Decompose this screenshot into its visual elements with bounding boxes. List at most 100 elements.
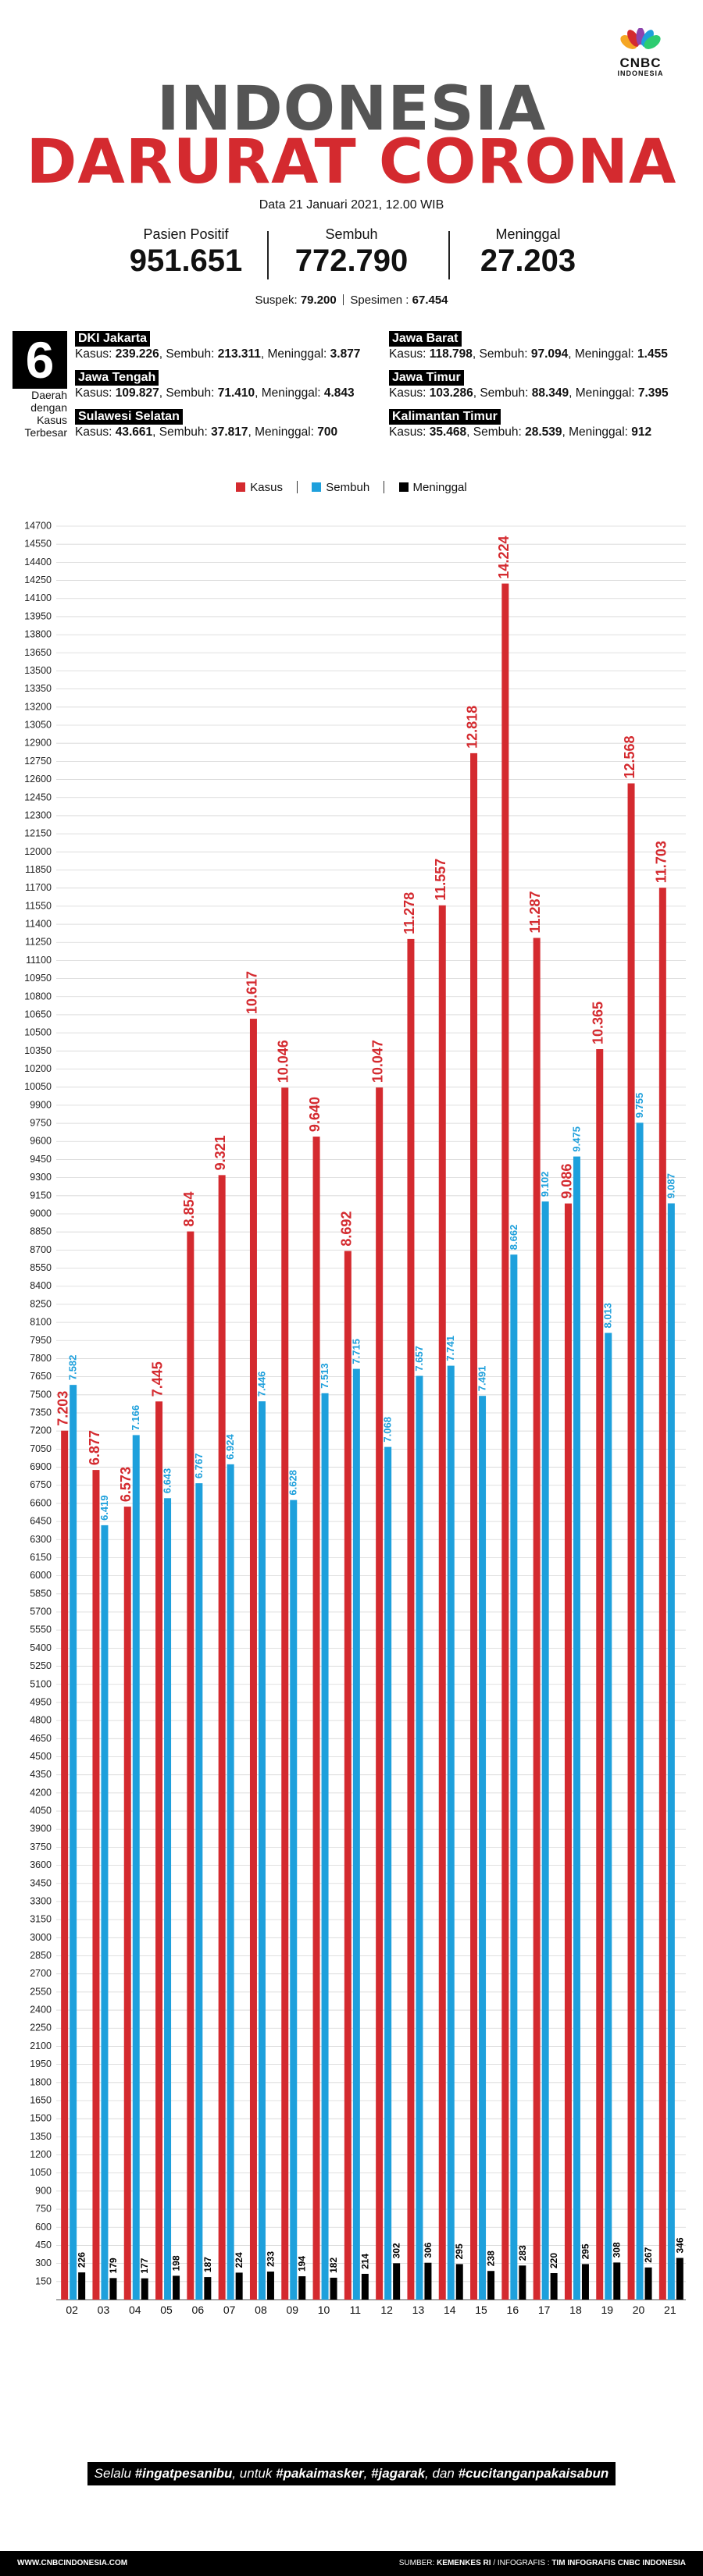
stat-value: 27.203: [480, 244, 576, 278]
bar-sembuh: [101, 1525, 109, 2300]
legend-label: Kasus: [250, 481, 283, 494]
y-tick-label: 5400: [30, 1642, 52, 1653]
bar-sembuh: [667, 1203, 675, 2300]
region-stats: Kasus: 103.286, Sembuh: 88.349, Meningga…: [389, 386, 669, 400]
y-tick-label: 8400: [30, 1280, 52, 1291]
region-name: Kalimantan Timur: [389, 409, 501, 425]
y-tick-label: 3000: [30, 1932, 52, 1943]
bar-meninggal: [519, 2265, 526, 2300]
data-label: 7.446: [255, 1372, 267, 1397]
y-tick-label: 3600: [30, 1859, 52, 1870]
x-tick-label: 17: [538, 2304, 551, 2316]
x-tick-label: 07: [223, 2304, 236, 2316]
divider: [297, 481, 298, 493]
bar-sembuh: [132, 1435, 140, 2300]
title-line-2: DARURAT CORONA: [26, 127, 677, 197]
y-tick-label: 2550: [30, 1986, 52, 1997]
y-tick-label: 11550: [25, 900, 52, 911]
legend-item-meninggal: Meninggal: [398, 481, 467, 494]
stat-label: Sembuh: [325, 226, 378, 242]
bar-sembuh: [541, 1201, 549, 2300]
bar-kasus: [218, 1175, 226, 2300]
data-label: 346: [674, 2237, 685, 2253]
stat-label: Pasien Positif: [143, 226, 229, 242]
y-tick-label: 3300: [30, 1895, 52, 1906]
data-label: 11.278: [401, 892, 417, 934]
legend-label: Meninggal: [412, 481, 467, 494]
slogan-text: ,: [363, 2466, 372, 2481]
daily-cases-chart: 150 300 450 600 750 900 1050 1200 1350 1500 1650 18…: [24, 521, 686, 2316]
y-tick-label: 11250: [25, 937, 52, 948]
data-label: 9.475: [570, 1126, 582, 1152]
x-tick-label: 04: [129, 2304, 141, 2316]
x-tick-label: 06: [192, 2304, 205, 2316]
bar-meninggal: [266, 2271, 274, 2300]
y-tick-label: 1350: [30, 2131, 52, 2142]
y-tick-label: 7800: [30, 1353, 52, 1364]
y-tick-label: 7950: [30, 1335, 52, 1346]
website-link[interactable]: WWW.CNBCINDONESIA.COM: [17, 2559, 128, 2567]
data-label: 283: [517, 2245, 528, 2261]
bar-kasus: [438, 905, 446, 2300]
y-tick-label: 450: [35, 2240, 52, 2250]
bar-kasus: [376, 1087, 384, 2300]
data-label: 8.692: [338, 1212, 354, 1247]
data-label: 9.102: [539, 1172, 551, 1197]
bar-kasus: [187, 1231, 194, 2300]
data-label: 306: [423, 2242, 434, 2258]
data-label: 233: [265, 2251, 276, 2267]
x-tick-label: 02: [66, 2304, 78, 2316]
bar-kasus: [407, 938, 415, 2300]
data-label: 9.086: [558, 1164, 574, 1199]
y-tick-label: 10950: [24, 973, 52, 984]
stat-meninggal: Meninggal 27.203: [434, 226, 622, 279]
source-credit: SUMBER: KEMENKES RI / INFOGRAFIS : TIM I…: [399, 2559, 686, 2567]
data-label: 9.640: [307, 1097, 323, 1132]
region-item: Jawa Timur Kasus: 103.286, Sembuh: 88.349…: [389, 370, 703, 401]
x-tick-label: 13: [412, 2304, 425, 2316]
y-tick-label: 8550: [30, 1262, 52, 1273]
data-label: 194: [297, 2256, 308, 2272]
y-tick-label: 14100: [24, 592, 52, 603]
data-label: 6.877: [87, 1430, 102, 1465]
y-tick-label: 1950: [30, 2058, 52, 2069]
bar-meninggal: [330, 2277, 337, 2300]
y-tick-label: 4800: [30, 1715, 52, 1726]
x-tick-label: 03: [98, 2304, 110, 2316]
bar-meninggal: [644, 2267, 652, 2300]
legend-swatch: [312, 482, 322, 492]
data-label: 198: [171, 2255, 182, 2271]
y-tick-label: 10800: [24, 991, 52, 1002]
y-tick-label: 12450: [24, 792, 52, 802]
bar-kasus: [281, 1087, 289, 2300]
data-label: 187: [202, 2257, 213, 2272]
caption-line: Daerah: [31, 389, 67, 401]
region-name: DKI Jakarta: [75, 331, 151, 347]
hashtag: #pakaimasker: [276, 2466, 364, 2481]
y-tick-label: 7050: [30, 1443, 52, 1454]
region-stats: Kasus: 35.468, Sembuh: 28.539, Meninggal…: [389, 425, 652, 439]
bar-meninggal: [109, 2278, 117, 2300]
y-tick-label: 6000: [30, 1570, 52, 1581]
x-tick-label: 12: [380, 2304, 393, 2316]
y-tick-label: 5550: [30, 1624, 52, 1635]
data-label: 6.643: [162, 1468, 173, 1494]
region-name: Jawa Tengah: [75, 370, 159, 386]
y-tick-label: 10650: [24, 1009, 52, 1019]
y-tick-label: 4950: [30, 1696, 52, 1707]
y-tick-label: 4500: [30, 1751, 52, 1762]
y-tick-label: 7200: [30, 1425, 52, 1436]
x-tick-label: 08: [255, 2304, 267, 2316]
stat-value: 951.651: [129, 244, 243, 278]
region-item: Jawa Barat Kasus: 118.798, Sembuh: 97.094…: [389, 331, 703, 362]
data-label: 9.321: [212, 1135, 228, 1170]
y-tick-label: 4350: [30, 1769, 52, 1780]
suspek-spesimen-line: Suspek: 79.200 Spesimen : 67.454: [0, 294, 703, 307]
bar-sembuh: [352, 1368, 360, 2300]
bar-sembuh: [195, 1483, 203, 2300]
data-label: 295: [454, 2243, 465, 2259]
data-label: 7.203: [55, 1391, 71, 1426]
y-tick-label: 10350: [24, 1045, 52, 1056]
y-tick-label: 2850: [30, 1950, 52, 1961]
bar-meninggal: [550, 2272, 558, 2300]
